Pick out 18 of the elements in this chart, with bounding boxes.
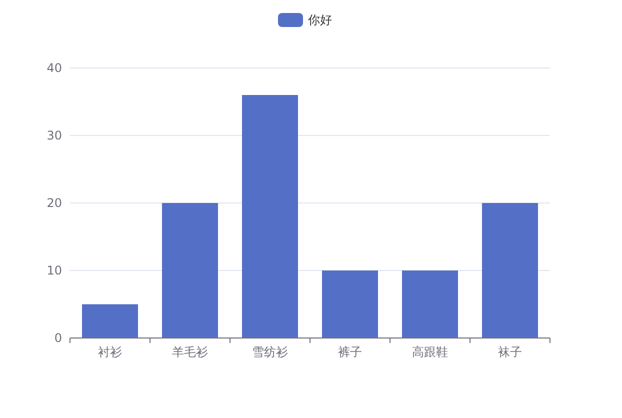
- x-tick-label: 高跟鞋: [412, 345, 448, 359]
- bar: [162, 203, 218, 338]
- bar: [242, 95, 298, 338]
- y-tick-label: 20: [46, 196, 62, 210]
- x-tick-label: 衬衫: [98, 345, 122, 359]
- x-tick-label: 裤子: [338, 345, 362, 359]
- x-tick-label: 雪纺衫: [252, 345, 288, 359]
- x-tick-label: 袜子: [498, 345, 522, 359]
- legend-label: 你好: [307, 13, 332, 27]
- bar: [82, 304, 138, 338]
- y-tick-label: 40: [46, 61, 62, 75]
- y-tick-label: 0: [54, 331, 62, 345]
- bar: [322, 270, 378, 338]
- y-tick-label: 10: [46, 264, 62, 278]
- y-tick-label: 30: [46, 128, 62, 142]
- x-tick-label: 羊毛衫: [172, 345, 208, 359]
- bar: [482, 203, 538, 338]
- bar: [402, 270, 458, 338]
